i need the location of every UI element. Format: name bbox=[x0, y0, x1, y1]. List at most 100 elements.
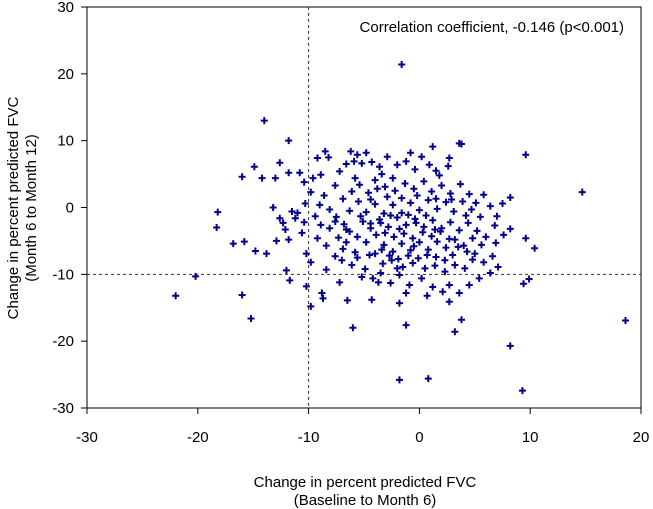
data-point bbox=[367, 220, 375, 228]
data-point bbox=[388, 256, 396, 264]
data-point bbox=[471, 250, 479, 258]
data-point bbox=[464, 219, 472, 227]
data-point bbox=[387, 279, 395, 287]
data-point bbox=[405, 281, 413, 289]
data-point bbox=[371, 250, 379, 258]
data-point bbox=[445, 154, 453, 162]
data-point bbox=[317, 171, 325, 179]
data-point bbox=[455, 226, 463, 234]
data-point bbox=[250, 163, 258, 171]
data-point bbox=[385, 252, 393, 260]
x-tick-label: -20 bbox=[187, 429, 209, 446]
data-point bbox=[444, 162, 452, 170]
data-point bbox=[282, 266, 290, 274]
data-point bbox=[432, 167, 440, 175]
data-point bbox=[316, 201, 324, 209]
data-point bbox=[390, 233, 398, 241]
data-point bbox=[489, 252, 497, 260]
x-tick-label: -30 bbox=[76, 429, 98, 446]
data-point bbox=[458, 316, 466, 324]
data-point bbox=[322, 266, 330, 274]
data-point bbox=[349, 324, 357, 332]
y-tick-label: -30 bbox=[52, 400, 74, 417]
data-point bbox=[366, 251, 374, 259]
data-point bbox=[381, 183, 389, 191]
data-point bbox=[358, 159, 366, 167]
data-point bbox=[346, 207, 354, 215]
data-point bbox=[331, 252, 339, 260]
data-point bbox=[276, 214, 284, 222]
data-point bbox=[364, 189, 372, 197]
y-axis-title-line2: (Month 6 to Month 12) bbox=[23, 134, 40, 282]
data-point bbox=[460, 242, 468, 250]
data-point bbox=[522, 234, 530, 242]
data-point bbox=[472, 199, 480, 207]
reference-lines bbox=[87, 7, 641, 408]
data-point bbox=[414, 254, 422, 262]
data-point bbox=[402, 221, 410, 229]
data-point bbox=[451, 261, 459, 269]
data-point bbox=[410, 242, 418, 250]
data-point bbox=[262, 250, 270, 258]
data-point bbox=[398, 194, 406, 202]
data-point bbox=[465, 281, 473, 289]
data-point bbox=[320, 191, 328, 199]
data-point bbox=[393, 264, 401, 272]
data-point bbox=[404, 211, 412, 219]
data-point bbox=[353, 254, 361, 262]
data-point bbox=[418, 274, 426, 282]
data-point bbox=[389, 174, 397, 182]
data-point bbox=[435, 171, 443, 179]
y-axis-ticks: -30 -20 -10 0 10 20 30 bbox=[52, 0, 87, 417]
data-point bbox=[409, 234, 417, 242]
data-point bbox=[302, 282, 310, 290]
data-point bbox=[321, 147, 329, 155]
data-point bbox=[269, 204, 277, 211]
data-point bbox=[424, 375, 432, 383]
data-point bbox=[438, 181, 446, 189]
data-point bbox=[499, 199, 506, 207]
data-point bbox=[449, 251, 457, 259]
data-point bbox=[374, 278, 382, 286]
data-point bbox=[307, 302, 315, 310]
data-point bbox=[393, 214, 401, 222]
data-point bbox=[446, 218, 454, 226]
data-point bbox=[326, 206, 334, 214]
data-point bbox=[465, 190, 473, 198]
data-point bbox=[462, 212, 470, 220]
data-point bbox=[451, 328, 459, 336]
data-point bbox=[431, 226, 439, 234]
data-point bbox=[172, 292, 180, 300]
data-point bbox=[418, 153, 426, 161]
data-point bbox=[411, 165, 419, 173]
data-point bbox=[311, 212, 319, 220]
data-point bbox=[458, 140, 466, 148]
data-point bbox=[578, 188, 586, 196]
data-point bbox=[317, 221, 325, 229]
data-point bbox=[433, 205, 441, 213]
data-point bbox=[302, 250, 310, 258]
data-point bbox=[351, 174, 359, 182]
data-point bbox=[291, 214, 299, 222]
data-point bbox=[300, 218, 308, 226]
data-point bbox=[300, 178, 308, 186]
data-point bbox=[461, 264, 469, 272]
data-point bbox=[307, 258, 315, 266]
data-point bbox=[400, 230, 408, 238]
data-point bbox=[423, 251, 431, 259]
data-point bbox=[477, 241, 485, 249]
data-point bbox=[373, 185, 381, 193]
data-point bbox=[336, 167, 344, 175]
data-point bbox=[419, 228, 427, 236]
data-point bbox=[342, 238, 350, 246]
data-point bbox=[260, 117, 268, 125]
data-point bbox=[401, 179, 409, 187]
x-tick-label: -10 bbox=[298, 429, 320, 446]
data-point bbox=[407, 199, 415, 207]
data-point bbox=[391, 187, 399, 195]
data-point bbox=[325, 153, 333, 161]
data-point bbox=[467, 206, 475, 214]
data-point bbox=[432, 195, 440, 203]
data-point bbox=[322, 242, 330, 250]
data-point bbox=[351, 248, 359, 256]
